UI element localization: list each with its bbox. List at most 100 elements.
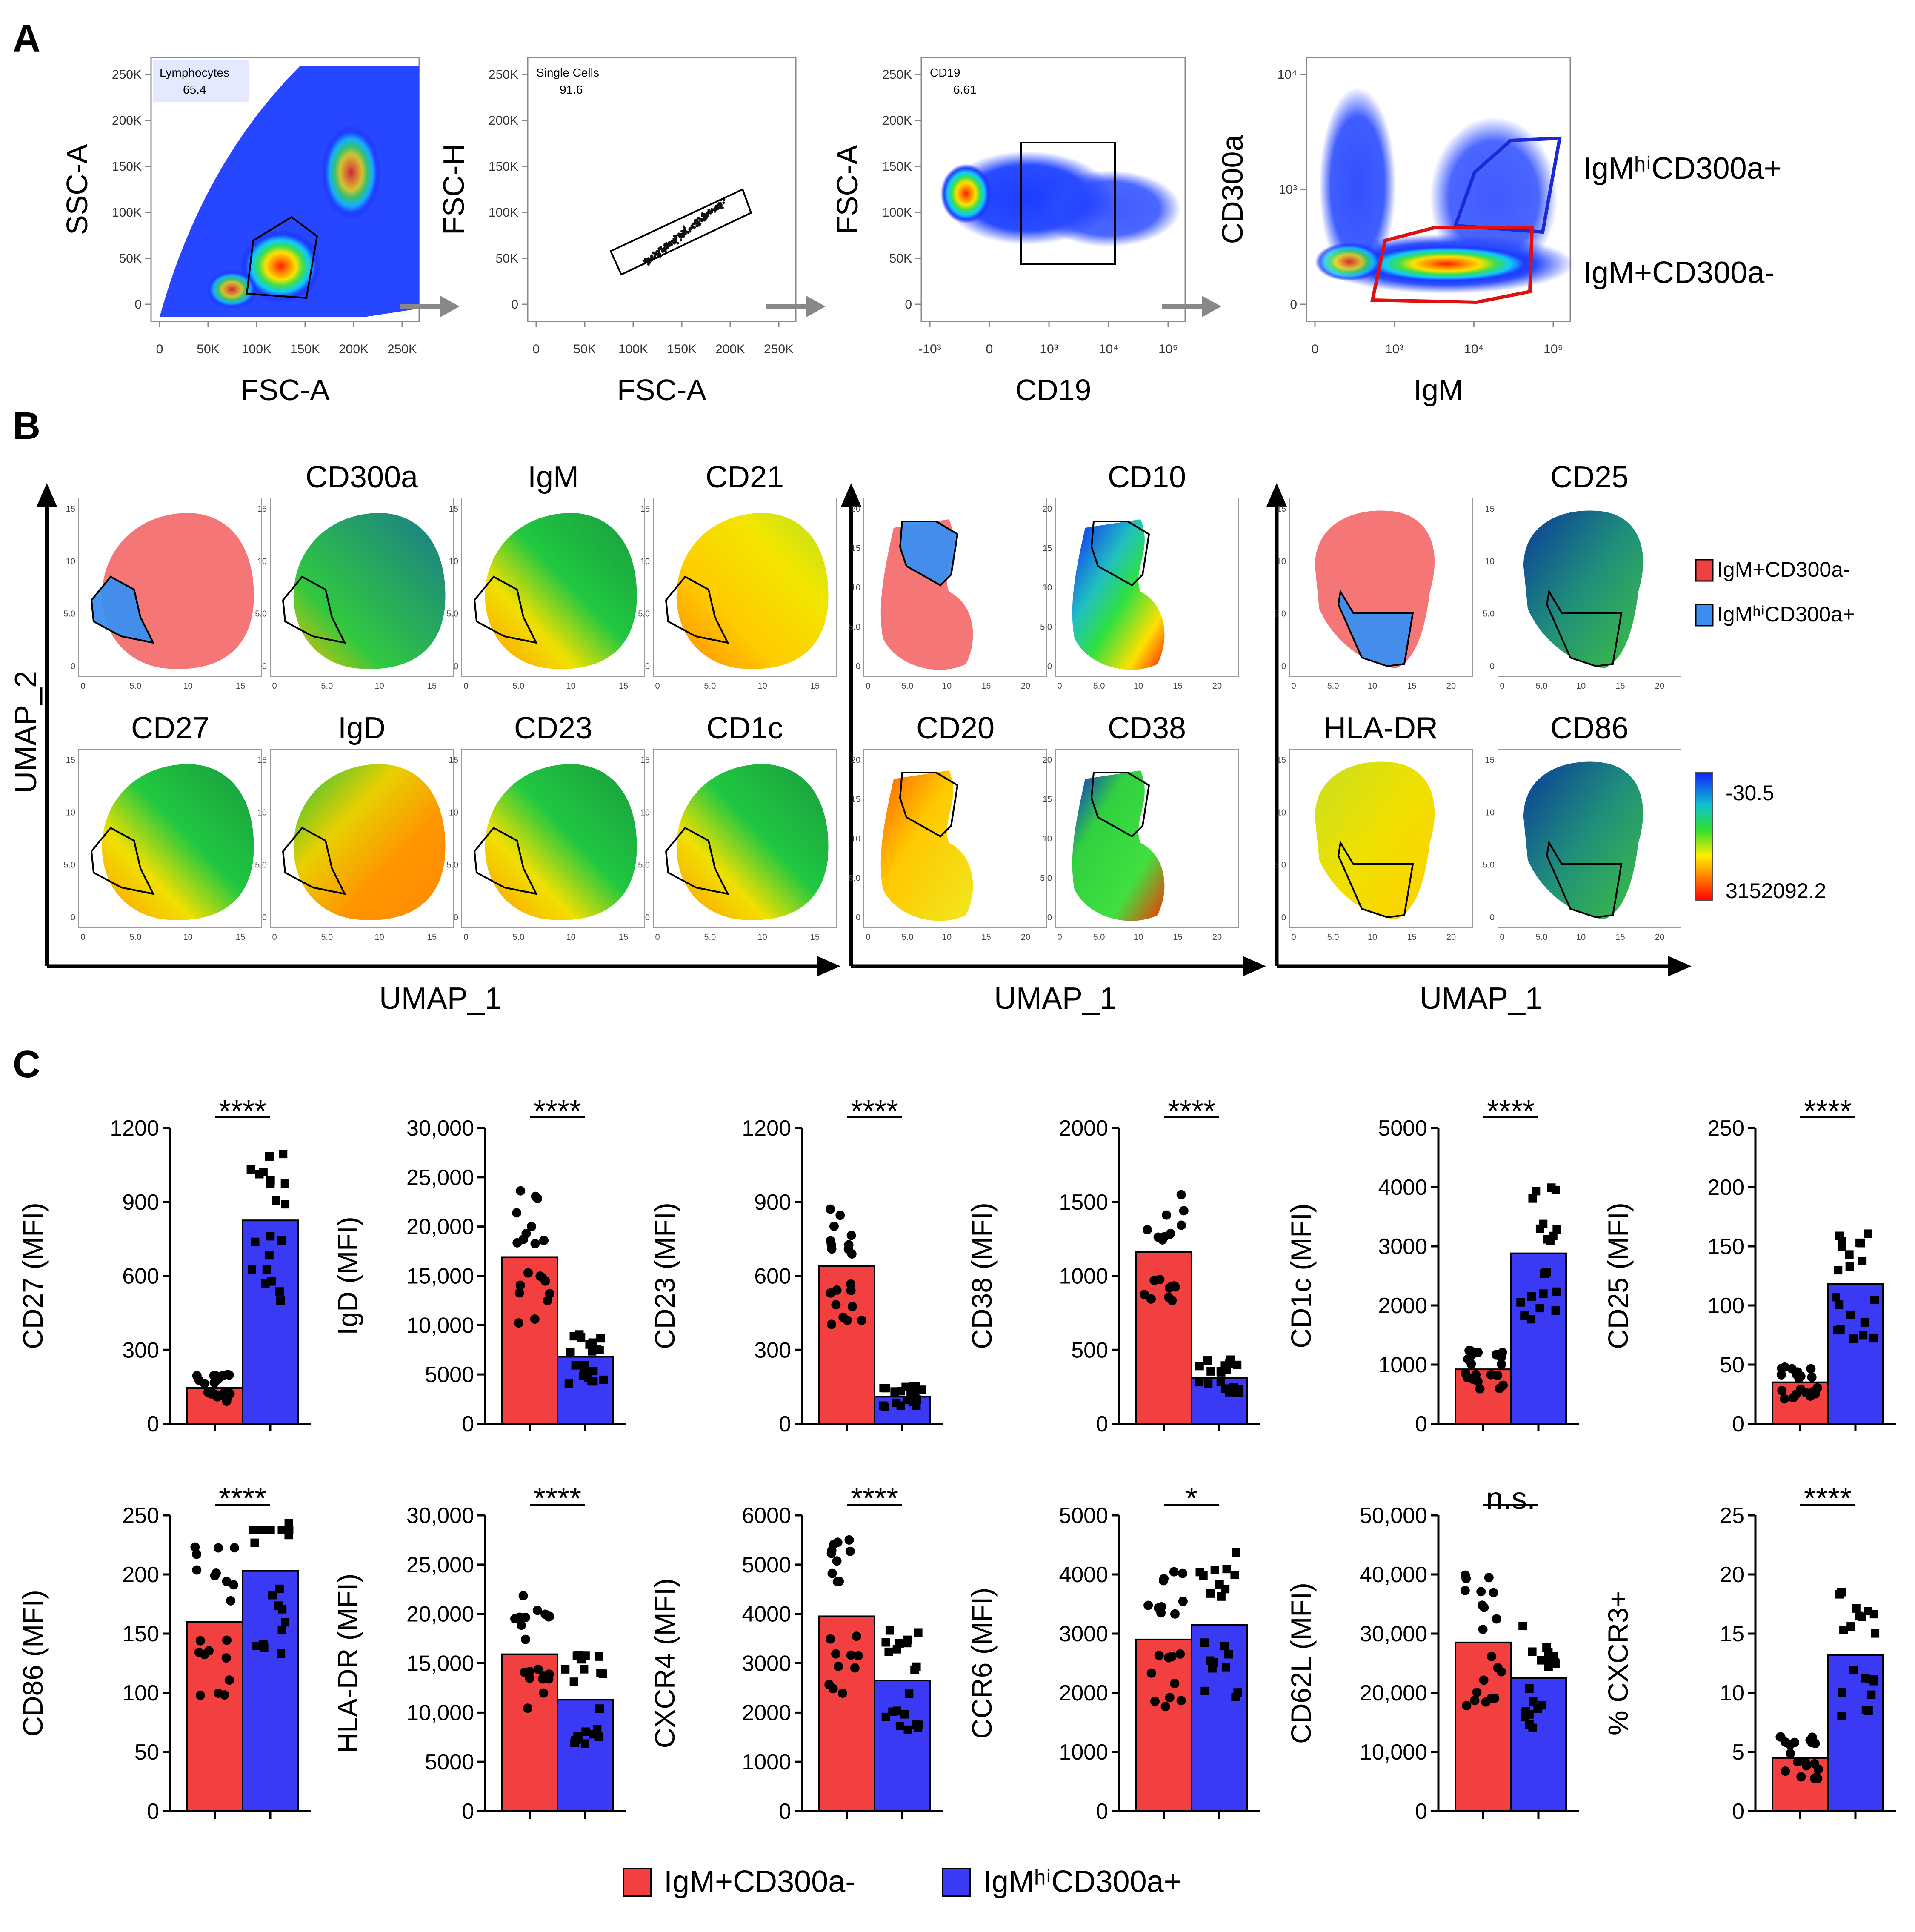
event-dot [647,262,650,265]
umap-y-arrowhead [841,483,861,507]
umap-plot: IgM 0 5.0 10 15 15 10 5.0 0 [446,460,645,691]
data-point [1472,1687,1482,1697]
data-point [1230,1571,1239,1580]
event-dot [653,253,656,256]
y-tick-label: 4000 [1378,1175,1427,1200]
x-tick-label: 200K [339,342,369,356]
umap-y-tick: 0 [454,662,458,671]
data-point [1232,1548,1240,1557]
data-point [846,1650,856,1660]
event-dot [713,210,716,213]
y-tick-label: 1000 [742,1750,791,1775]
y-tick-label: 30,000 [406,1503,474,1528]
data-point [525,1673,534,1683]
data-point [592,1345,601,1354]
data-point [1806,1364,1816,1374]
umap-density [676,513,829,669]
data-point [850,1663,860,1673]
data-point [842,1315,852,1325]
umap-gate [1546,589,1623,667]
y-tick-label: 100 [1707,1294,1744,1318]
data-point [1466,1359,1476,1369]
umap-y-tick: 15 [1277,756,1286,765]
umap-x-tick: 10 [1576,933,1586,942]
bar-igm-hi-cd300a-pos [1510,1677,1567,1812]
umap-x-tick: 5.0 [129,681,141,691]
data-point [512,1208,522,1218]
y-tick-label: 200K [489,114,518,128]
data-point [847,1302,857,1311]
umap-x-tick: 10 [942,933,952,942]
y-tick-label: 20,000 [406,1602,474,1627]
umap-title: CD86 [1550,711,1629,745]
data-point [844,1535,854,1545]
y-axis-label: CD62L (MFI) [1285,1583,1317,1744]
y-tick-label: 0 [1732,1412,1744,1437]
data-point [1475,1384,1485,1394]
umap-x-tick: 0 [80,681,85,691]
panel-letter-b: B [13,405,40,447]
umap-y-tick: 10 [449,808,458,817]
bar-chart-5: 0 1000 2000 3000 4000 5000 CD1c (MFI) **** [1285,1094,1579,1437]
data-point [1470,1695,1480,1705]
data-point [881,1638,890,1647]
umap-y-tick: 10 [1277,808,1286,817]
data-point [1491,1350,1501,1360]
umap-y-tick: 0 [1490,662,1495,671]
bar-igm-hi-cd300a-pos [874,1680,931,1812]
umap-plot: CD10 0 5.0 10 15 20 20 15 10 5.0 0 [1040,460,1239,691]
data-point [1195,1378,1204,1387]
y-tick-label: 100K [489,206,518,220]
umap-y-tick: 15 [449,504,458,514]
umap-density [676,764,829,920]
data-point [1837,1712,1846,1720]
data-point [1170,1609,1180,1619]
data-point [596,1669,605,1678]
data-point [1846,1622,1855,1631]
colorbar-max-label: -30.5 [1726,781,1774,805]
event-dot [679,234,682,237]
data-point [566,1348,575,1357]
gate-percentage: 91.6 [560,83,583,96]
data-point [827,1244,837,1254]
data-point [544,1612,554,1622]
data-point [277,1649,286,1658]
data-point [1810,1759,1820,1769]
data-point [1535,1304,1544,1313]
event-dot [705,213,708,216]
data-point [1462,1701,1472,1711]
umap-y-tick: 5.0 [446,861,458,870]
data-point [900,1710,909,1719]
data-point [280,1179,289,1188]
data-point [829,1540,839,1549]
data-point [1542,1643,1551,1652]
data-point [831,1300,841,1310]
umap-y-tick: 10 [1043,834,1052,844]
data-point [1490,1693,1500,1703]
umap-y-tick: 5.0 [63,610,75,619]
y-tick-label: 0 [1096,1412,1108,1437]
event-dot [682,229,685,232]
data-point [1154,1651,1164,1660]
event-dot [683,227,686,230]
y-axis-label: CD23 (MFI) [649,1202,680,1349]
y-tick-label: 1200 [110,1116,159,1141]
data-point [1525,1684,1534,1693]
data-point [1169,1567,1179,1577]
data-point [530,1314,540,1324]
flow-plot-1: Lymphocytes 65.4 0 50K 100K 150K 200K 250K 250K 2… [60,57,420,406]
bar-chart-3: 0 300 600 900 1200 CD23 (MFI) **** [649,1094,943,1437]
data-point [281,1618,290,1627]
y-tick-label: 10³ [1279,183,1297,197]
gate-label-igm-lo: IgM+CD300a- [1583,256,1775,290]
data-point [1813,1774,1823,1783]
igm-cd300a-neg-gate [1370,226,1534,304]
umap-gate [90,827,155,895]
data-point [909,1382,918,1391]
umap-y-tick: 10 [851,834,860,844]
legend-label: IgM+CD300a- [1717,558,1850,581]
gate-name: CD19 [930,66,960,79]
data-point [1540,1269,1549,1278]
data-point [1518,1622,1527,1631]
significance-label: **** [534,1482,581,1516]
